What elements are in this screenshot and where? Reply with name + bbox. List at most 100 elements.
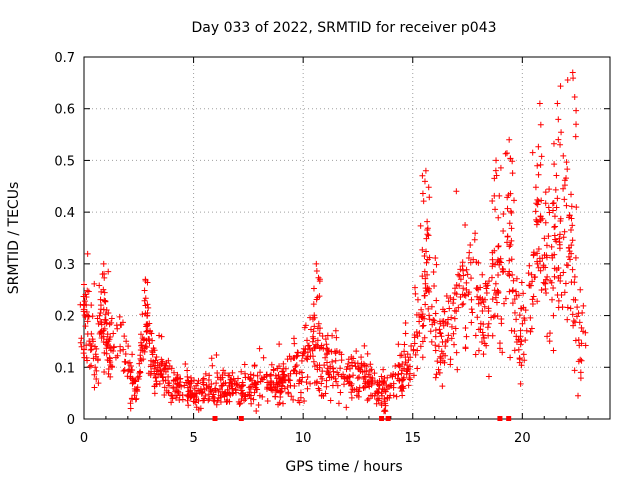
data-point [511,296,518,303]
data-point [264,397,271,404]
y-tick-label: 0.7 [54,51,75,66]
data-point [462,221,469,228]
data-point [423,288,430,295]
data-point [100,333,107,340]
data-point [561,196,568,203]
data-point [92,364,99,371]
data-point [81,312,88,319]
data-point [345,356,352,363]
data-point [555,264,562,271]
data-point [569,266,576,273]
data-point [416,318,423,325]
data-point [367,361,374,368]
data-point [253,408,260,415]
data-point [513,316,520,323]
data-point [335,400,342,407]
data-point [237,384,244,391]
data-point [475,326,482,333]
data-point [435,366,442,373]
data-point [492,167,499,174]
data-point [527,282,534,289]
data-point [161,384,168,391]
data-point [525,270,532,277]
data-point [422,167,429,174]
data-point [343,366,350,373]
data-point [401,341,408,348]
data-point [100,260,107,267]
data-point [534,260,541,267]
data-point [432,374,439,381]
data-point [509,170,516,177]
data-point [218,382,225,389]
data-point [382,408,389,415]
data-point [555,304,562,311]
data-point [467,241,474,248]
data-point [573,121,580,128]
data-point [577,375,584,382]
data-point [509,271,516,278]
data-point [489,256,496,263]
data-point [276,341,283,348]
data-point [129,367,136,374]
data-point [482,296,489,303]
data-point [381,396,388,403]
data-point [296,376,303,383]
data-point [123,338,130,345]
data-point [231,380,238,387]
data-point [387,382,394,389]
data-point [143,323,150,330]
data-point [425,305,432,312]
data-point [329,358,336,365]
data-point [542,189,549,196]
data-point [504,233,511,240]
data-point [411,284,418,291]
data-point [576,319,583,326]
data-point [100,339,107,346]
data-point [122,350,129,357]
data-point [506,288,513,295]
data-point [106,344,113,351]
data-point [285,390,292,397]
data-point [438,333,445,340]
data-point [173,387,180,394]
data-point [411,334,418,341]
data-point [536,100,543,107]
data-point [459,262,466,269]
data-point [530,251,537,258]
data-point [513,275,520,282]
data-point [349,386,356,393]
data-point [453,281,460,288]
data-point [316,330,323,337]
data-point [365,395,372,402]
data-point [493,172,500,179]
data-point [569,237,576,244]
data-point [90,355,97,362]
data-point [537,121,544,128]
data-point [268,385,275,392]
data-point [390,370,397,377]
data-point [526,262,533,269]
data-point [538,153,545,160]
data-point [202,370,209,377]
data-point [260,354,267,361]
data-point [578,357,585,364]
data-point [521,315,528,322]
data-point [571,367,578,374]
data-point [138,342,145,349]
data-point [138,331,145,338]
data-point [419,172,426,179]
data-point [108,345,115,352]
data-point [104,331,111,338]
data-point [565,253,572,260]
data-point [534,250,541,257]
data-point [95,380,102,387]
data-point [421,334,428,341]
data-point [290,335,297,342]
data-point [348,389,355,396]
y-axis-label: SRMTID / TECUs [6,182,22,295]
data-point [279,368,286,375]
data-point [411,340,418,347]
data-point [338,357,345,364]
data-point [479,307,486,314]
y-tick-label: 0.4 [54,206,75,221]
